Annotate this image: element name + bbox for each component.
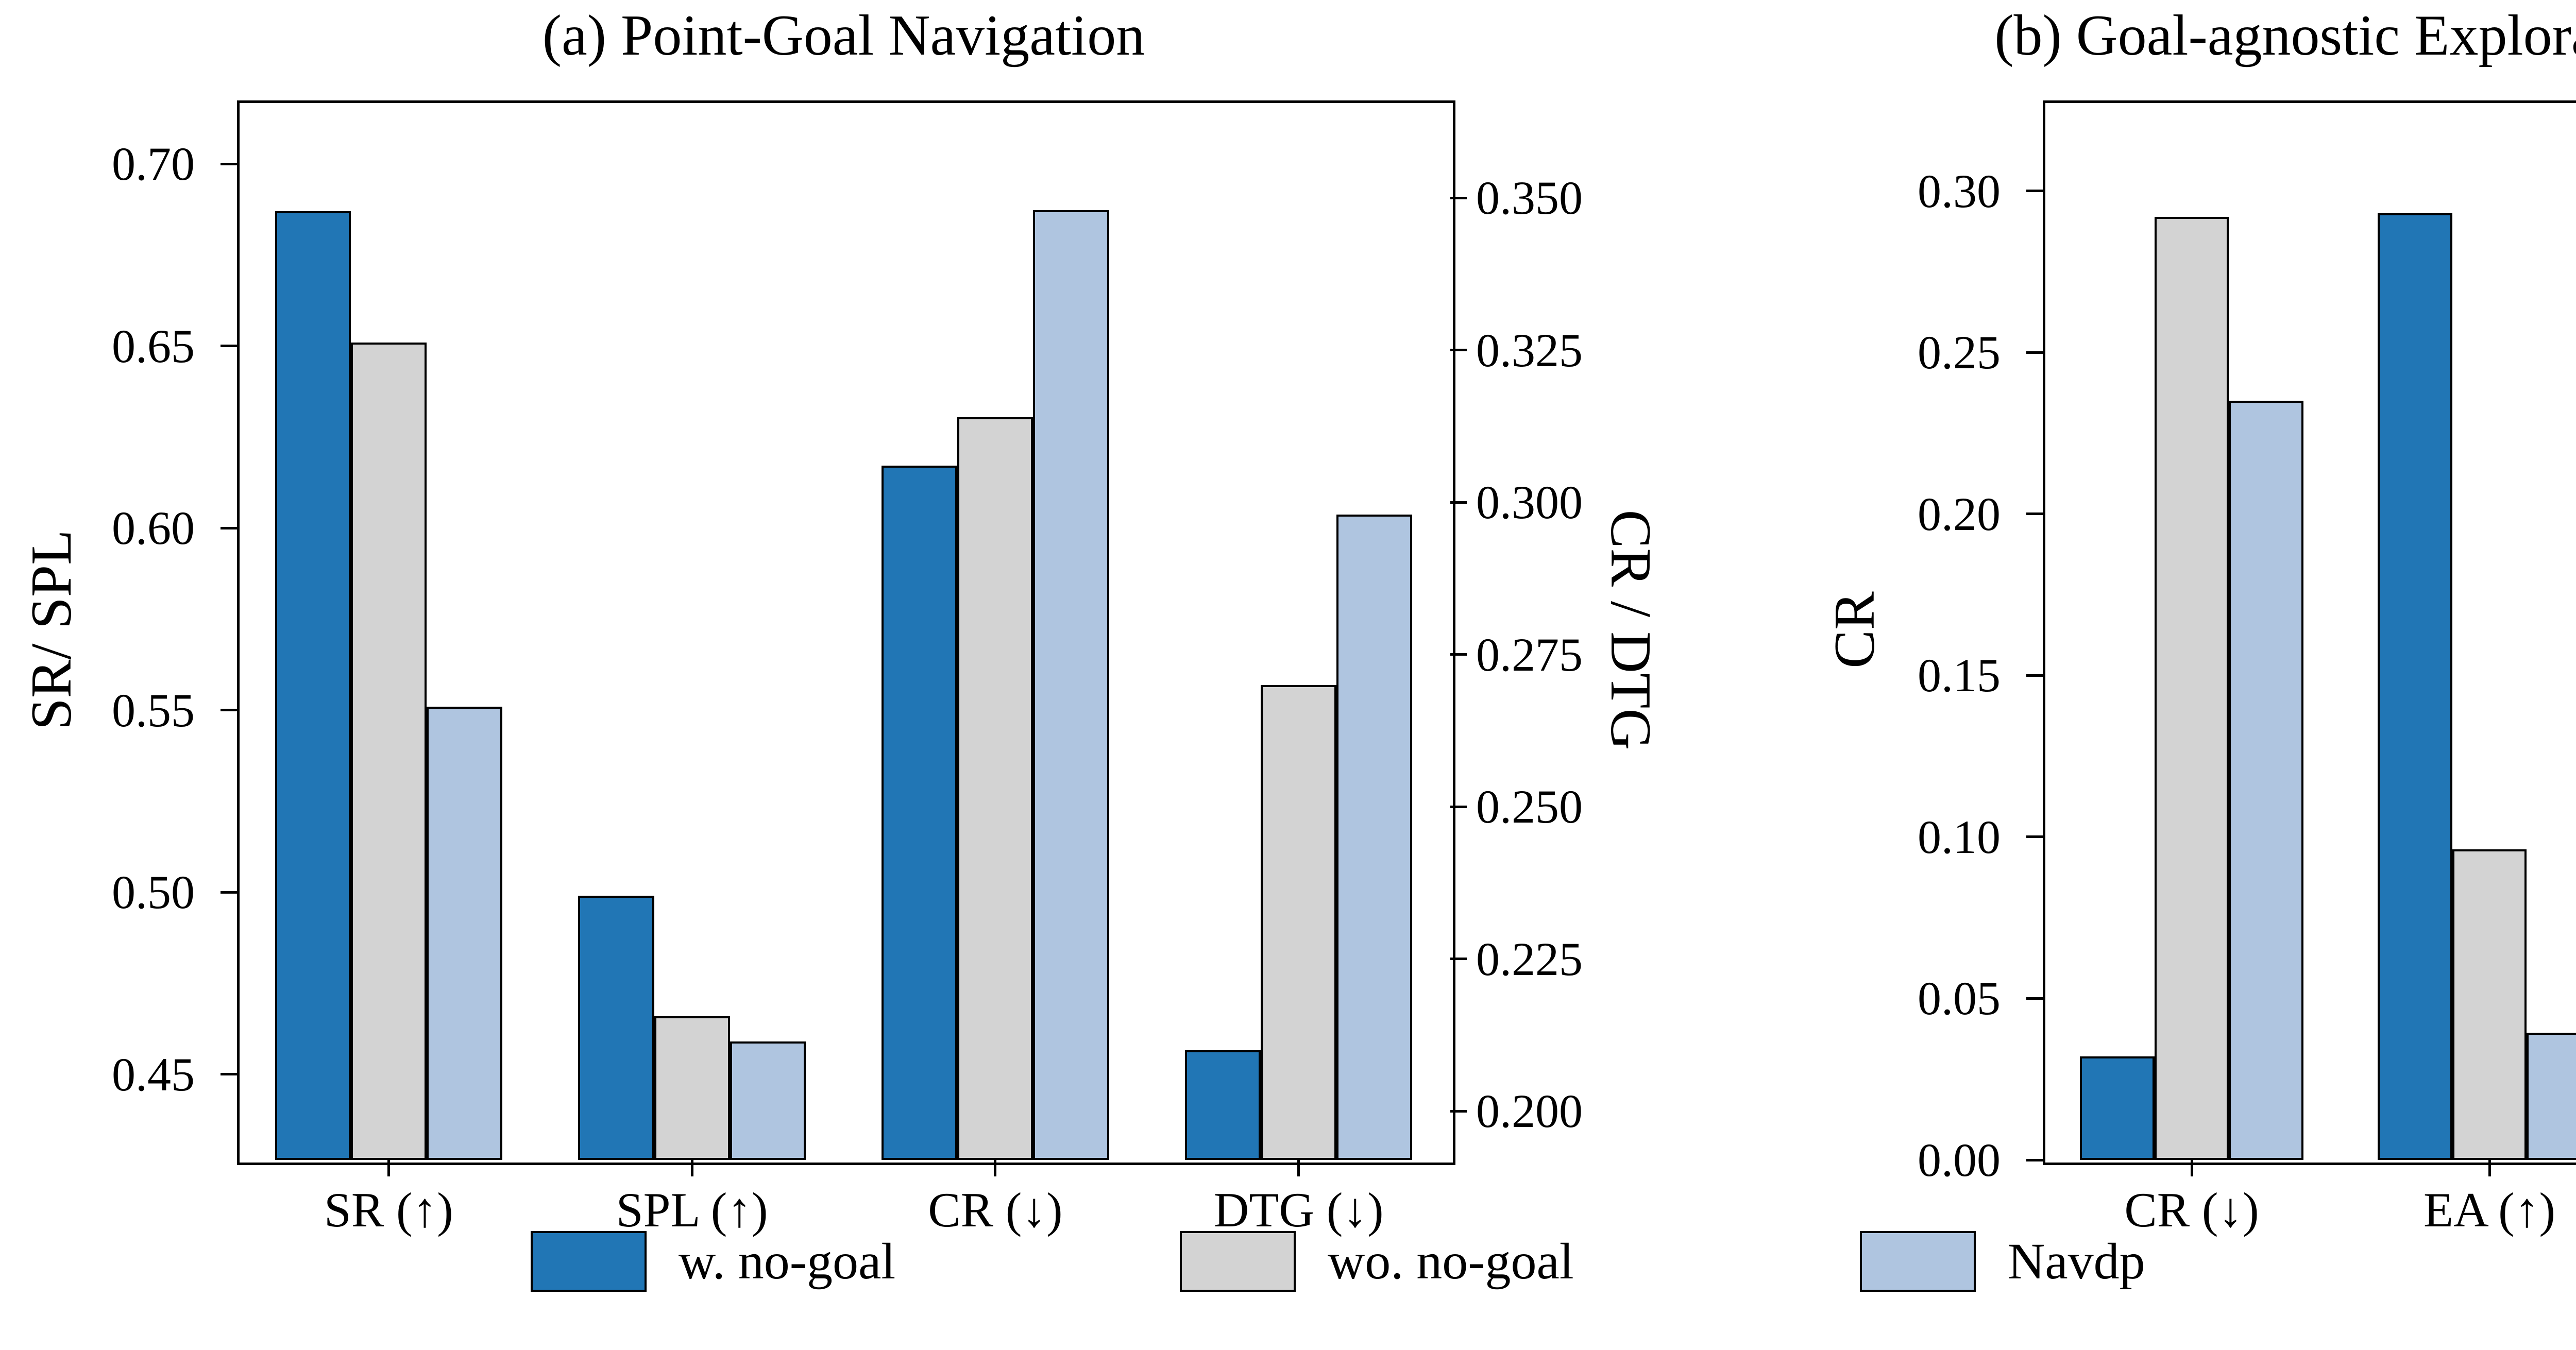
y-tick-label-left: 0.05 (1918, 972, 2001, 1025)
y-tick-right (1450, 805, 1467, 808)
bar-wo-no-goal-2 (957, 417, 1033, 1160)
y-tick-label-left: 0.45 (112, 1048, 195, 1101)
bar-wo-no-goal-0 (350, 342, 427, 1160)
y-tick-label-left: 0.00 (1918, 1134, 2001, 1186)
y-tick-right (1450, 1109, 1467, 1113)
legend-label-w-no-goal: w. no-goal (679, 1233, 896, 1290)
y-tick-label-left: 0.25 (1918, 326, 2001, 379)
y-tick-label-left: 0.30 (1918, 164, 2001, 217)
x-tick (387, 1160, 390, 1176)
legend-swatch-w-no-goal (531, 1231, 647, 1292)
bar-w-no-goal-0 (2080, 1056, 2155, 1160)
x-tick (994, 1160, 997, 1176)
x-tick (2190, 1160, 2193, 1176)
y-tick-right (1450, 501, 1467, 504)
y-tick-left (2026, 997, 2043, 1000)
x-tick-label: CR (↓) (2124, 1183, 2259, 1237)
bar-Navdp-3 (1336, 514, 1413, 1160)
y-tick-right (1450, 196, 1467, 199)
y-tick-left (2026, 835, 2043, 839)
legend-swatch-wo-no-goal (1180, 1231, 1296, 1292)
y-tick-left (221, 891, 237, 894)
y-tick-label-right: 0.275 (1476, 628, 1583, 681)
legend-item-navdp: Navdp (1860, 1231, 2145, 1292)
bar-Navdp-0 (426, 706, 503, 1160)
y-tick-right (1450, 958, 1467, 961)
bar-w-no-goal-2 (882, 466, 958, 1160)
x-tick-label: CR (↓) (928, 1183, 1063, 1237)
y-tick-label-left: 0.55 (112, 683, 195, 737)
bar-wo-no-goal-1 (654, 1016, 730, 1160)
y-tick-left (2026, 1158, 2043, 1161)
bar-w-no-goal-0 (275, 211, 351, 1160)
subplot-a-title: (a) Point-Goal Navigation (237, 4, 1450, 67)
x-tick-label: EA (↑) (2424, 1183, 2555, 1237)
y-tick-label-left: 0.10 (1918, 810, 2001, 863)
y-tick-label-right: 0.250 (1476, 780, 1583, 833)
y-tick-left (221, 526, 237, 529)
y-tick-label-right: 0.225 (1476, 932, 1583, 985)
subplot-b-title: (b) Goal-agnostic Exploration (1994, 4, 2576, 67)
y-tick-label-left: 0.65 (112, 319, 195, 372)
y-tick-label-left: 0.50 (112, 866, 195, 919)
subplot-a-right-axis-label: CR / DTG (1599, 509, 1663, 750)
y-tick-left (221, 162, 237, 165)
y-tick-right (1450, 349, 1467, 352)
y-tick-label-left: 0.70 (112, 138, 195, 191)
x-tick (690, 1160, 693, 1176)
y-tick-label-right: 0.300 (1476, 476, 1583, 529)
legend-swatch-navdp (1860, 1231, 1976, 1292)
bar-w-no-goal-1 (578, 896, 654, 1160)
bar-Navdp-2 (1033, 210, 1109, 1160)
x-tick-label: DTG (↓) (1213, 1183, 1384, 1237)
y-tick-label-right: 0.200 (1476, 1085, 1583, 1138)
y-tick-left (2026, 190, 2043, 193)
bar-Navdp-1 (2527, 1033, 2576, 1160)
y-tick-label-right: 0.325 (1476, 323, 1583, 377)
y-tick-left (221, 345, 237, 348)
subplot-a-title-text: (a) Point-Goal Navigation (542, 4, 1145, 67)
y-tick-label-right: 0.350 (1476, 172, 1583, 225)
bar-Navdp-0 (2229, 401, 2303, 1160)
subplot-b-title-text: (b) Goal-agnostic Exploration (1994, 4, 2576, 67)
x-tick (1297, 1160, 1300, 1176)
bar-wo-no-goal-0 (2154, 216, 2229, 1160)
y-tick-label-left: 0.60 (112, 502, 195, 555)
y-tick-left (221, 1073, 237, 1076)
y-tick-label-left: 0.15 (1918, 649, 2001, 702)
legend-label-navdp: Navdp (2008, 1233, 2145, 1290)
legend-item-wo-no-goal: wo. no-goal (1180, 1231, 1574, 1292)
bar-Navdp-1 (730, 1041, 806, 1160)
y-tick-label-left: 0.20 (1918, 487, 2001, 540)
legend-label-wo-no-goal: wo. no-goal (1328, 1233, 1574, 1290)
bar-wo-no-goal-3 (1261, 685, 1337, 1160)
x-tick-label: SPL (↑) (616, 1183, 768, 1237)
bar-w-no-goal-3 (1184, 1050, 1261, 1160)
y-tick-left (221, 709, 237, 712)
x-tick (2488, 1160, 2491, 1176)
y-tick-left (2026, 512, 2043, 516)
bar-w-no-goal-1 (2378, 213, 2452, 1160)
y-tick-right (1450, 653, 1467, 656)
legend-item-w-no-goal: w. no-goal (531, 1231, 895, 1292)
bar-wo-no-goal-1 (2452, 849, 2527, 1160)
x-tick-label: SR (↑) (324, 1183, 453, 1237)
y-tick-left (2026, 351, 2043, 354)
y-tick-left (2026, 674, 2043, 677)
